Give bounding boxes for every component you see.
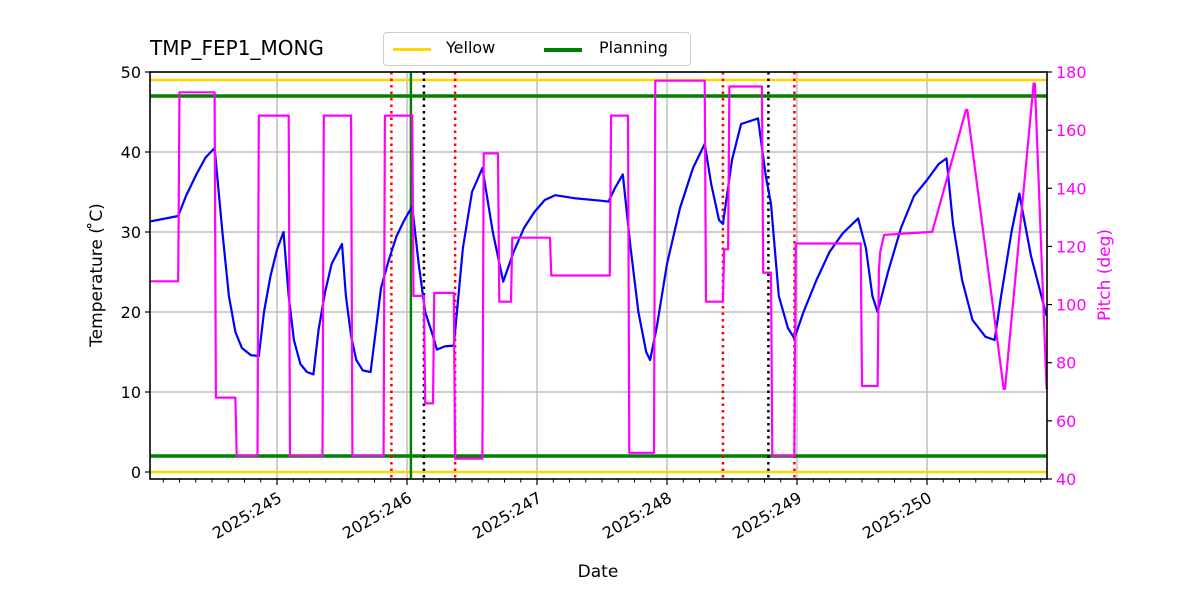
y2-tick-label: 120: [1056, 237, 1087, 256]
x-axis: 2025:245 2025:246 2025:247 2025:248 2025:249…: [162, 479, 1042, 543]
y2-tick-label: 60: [1056, 412, 1076, 431]
legend-label-planning: Planning: [599, 38, 668, 57]
y-tick-label: 50: [121, 63, 141, 82]
legend-label-yellow: Yellow: [446, 38, 496, 57]
legend-swatch-planning: [544, 48, 582, 52]
x-tick-label: 2025:249: [729, 488, 805, 543]
y-tick-label: 30: [121, 223, 141, 242]
x-axis-label: Date: [578, 562, 619, 582]
y2-tick-label: 40: [1056, 470, 1076, 489]
right-y-axis: 40 60 80 100 120 140 160 180: [1047, 63, 1087, 489]
y-axis-label: Temperature ( ̊C): [86, 203, 107, 348]
legend-swatch-yellow: [393, 48, 431, 51]
left-y-axis: 0 10 20 30 40 50: [121, 63, 150, 482]
x-tick-label: 2025:248: [599, 488, 675, 543]
x-tick-label: 2025:250: [859, 488, 935, 543]
temperature-series: [149, 117, 1048, 376]
data-series: [149, 79, 1048, 460]
limit-lines: [150, 78, 1047, 474]
y-tick-label: 40: [121, 143, 141, 162]
y-tick-label: 20: [121, 303, 141, 322]
y2-tick-label: 80: [1056, 354, 1076, 373]
y2-axis-label: Pitch (deg): [1095, 229, 1115, 321]
y2-tick-label: 180: [1056, 63, 1087, 82]
legend: Yellow Planning: [383, 32, 691, 66]
y2-tick-label: 100: [1056, 296, 1087, 315]
x-tick-label: 2025:247: [469, 488, 545, 543]
plot-frame: [149, 71, 1048, 480]
y2-tick-label: 140: [1056, 179, 1087, 198]
y-tick-label: 0: [131, 463, 141, 482]
y2-tick-label: 160: [1056, 121, 1087, 140]
chart-title: TMP_FEP1_MONG: [150, 36, 324, 60]
y-tick-label: 10: [121, 383, 141, 402]
pitch-series: [149, 79, 1048, 460]
x-tick-label: 2025:245: [209, 488, 285, 543]
x-tick-label: 2025:246: [339, 488, 415, 543]
